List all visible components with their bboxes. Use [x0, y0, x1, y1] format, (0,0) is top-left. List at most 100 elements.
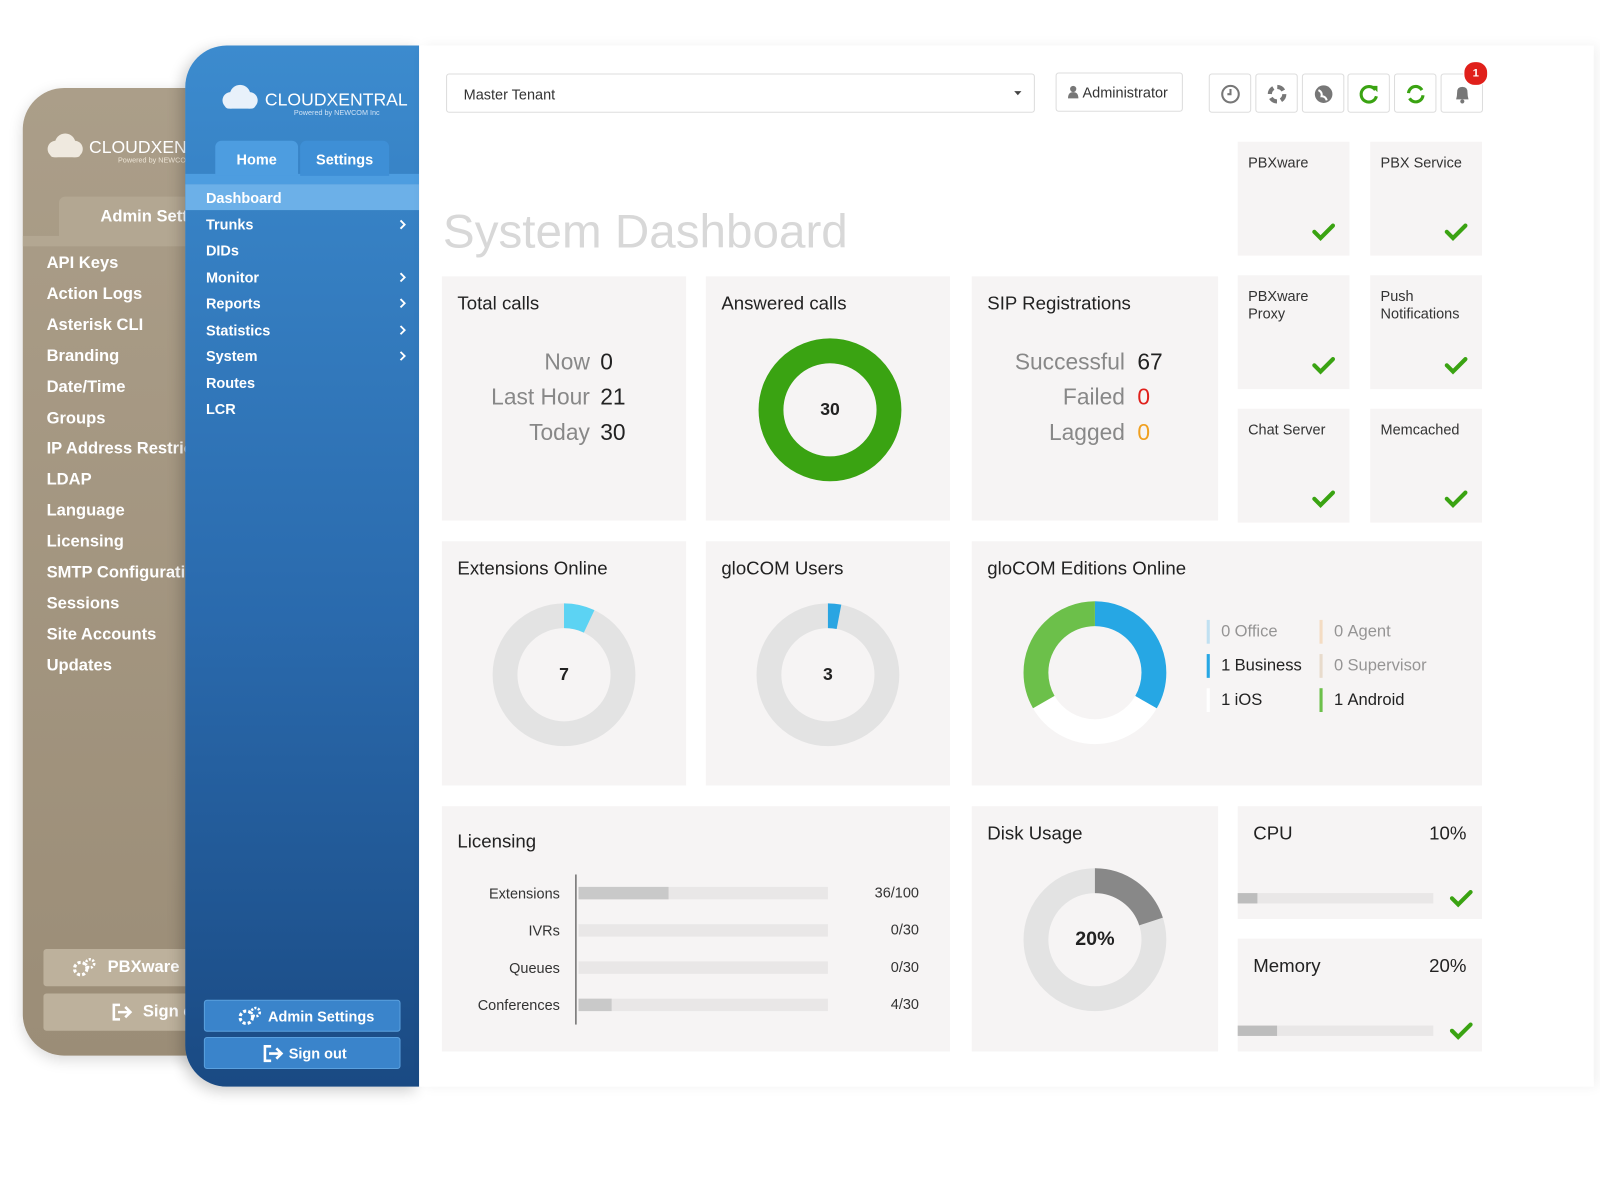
sidebar-button[interactable]: Admin Settings [203, 999, 401, 1032]
menu-item[interactable]: Statistics [185, 316, 419, 342]
menu-label: Trunks [205, 215, 254, 233]
menu-label: Reports [205, 294, 261, 312]
body [1068, 92, 1079, 99]
service-name: Memcached [1380, 421, 1460, 438]
bar-value-label: 4/30 [890, 995, 919, 1013]
toolbar-button[interactable] [1394, 73, 1437, 113]
card-title: Disk Usage [987, 822, 1083, 844]
land [1317, 89, 1328, 101]
legend-value: 1 [1221, 657, 1231, 675]
check-mark [1312, 223, 1336, 241]
toolbar-button[interactable] [1301, 73, 1344, 113]
check-icon [1449, 890, 1473, 908]
donut-track [492, 603, 636, 747]
donut-label: 30 [820, 399, 840, 420]
sidebar-button[interactable]: Sign out [203, 1036, 401, 1070]
card-title: CPU [1253, 822, 1293, 844]
sidebar: CLOUDXENTRAL Powered by NEWCOM Inc Home Set… [185, 45, 420, 1087]
check-mark [1449, 890, 1473, 908]
card-title: gloCOM Users [721, 557, 844, 579]
select-value: Master Tenant [463, 85, 556, 103]
bar-value-label: 36/100 [874, 883, 919, 901]
menu-item: Updates [46, 656, 112, 675]
menu-item: Licensing [46, 533, 124, 551]
stat-value: 30 [600, 419, 626, 446]
user-button[interactable]: Administrator [1055, 72, 1183, 112]
service-card: Push Notifications [1370, 275, 1482, 390]
stat-value: 0 [1137, 419, 1151, 446]
stat-label: Today [529, 419, 590, 446]
check-icon [1449, 1022, 1473, 1040]
bar-axis [575, 874, 577, 1025]
user-name: Administrator [1082, 83, 1168, 101]
donut-label: 20% [1075, 928, 1115, 951]
logo-icon [47, 133, 83, 158]
check-icon [1312, 357, 1336, 375]
gear [250, 1006, 262, 1018]
toolbar-button[interactable] [1208, 73, 1252, 113]
menu-item[interactable]: Dashboard [185, 184, 420, 211]
logo-text: CLOUDXENTRAL [264, 90, 408, 110]
check-mark [1312, 357, 1336, 375]
bar-fill [1237, 1025, 1277, 1036]
menu-item[interactable]: Reports [185, 290, 419, 316]
menu-label: Monitor [205, 268, 260, 286]
nav-tab[interactable]: Home [215, 140, 299, 176]
toolbar-button[interactable] [1347, 73, 1391, 113]
menu-item[interactable]: Monitor [185, 263, 419, 289]
donut-arc [1023, 868, 1167, 1012]
menu-label: DIDs [205, 242, 239, 259]
bar-label: Conferences [477, 996, 560, 1014]
ring [1267, 84, 1287, 104]
menu-item: Site Accounts [46, 625, 157, 644]
menu-item[interactable]: LCR [185, 395, 419, 421]
legend-value: 0 [1333, 623, 1344, 641]
service-card: PBX Service [1370, 141, 1482, 256]
legend-name: Office [1234, 623, 1278, 641]
check-mark [1449, 1022, 1473, 1040]
donut [1023, 868, 1167, 1012]
service-name: Push Notifications [1380, 287, 1460, 322]
donut-arc [1023, 601, 1167, 745]
menu-item[interactable]: System [185, 343, 419, 369]
percent-label: 10% [1429, 822, 1467, 844]
chevron [399, 351, 406, 361]
service-name: PBXware Proxy [1248, 287, 1309, 322]
menu-item[interactable]: Trunks [185, 211, 419, 237]
bar-track [1237, 1025, 1434, 1036]
chevron-line [399, 272, 406, 282]
menu-item[interactable]: DIDs [185, 237, 419, 263]
legend-swatch [1206, 619, 1210, 644]
chevron-line [399, 219, 406, 229]
arc [1407, 84, 1425, 104]
donut-arc [756, 603, 900, 747]
bar-track [1237, 893, 1434, 904]
service-card: Chat Server [1237, 408, 1350, 523]
bell-icon [1456, 86, 1469, 104]
card-sip: SIP Registrations Successful 67 Failed 0 Lagg… [971, 276, 1219, 521]
nav-tab[interactable]: Settings [300, 140, 390, 176]
bar-label: Extensions [489, 884, 560, 902]
check-icon [1312, 223, 1336, 241]
tab-label: Home [236, 151, 277, 168]
service-card: PBXware Proxy [1237, 275, 1350, 390]
ring [1221, 84, 1240, 104]
gear [72, 960, 89, 977]
signout-icon [263, 1044, 284, 1063]
card-title: SIP Registrations [987, 292, 1131, 314]
card-total-calls: Total calls Now 0 Last Hour 21 Today 30 [441, 276, 687, 521]
toolbar-button[interactable] [1255, 73, 1298, 113]
stat-label: Failed [1062, 383, 1125, 410]
stat-value: 0 [1137, 383, 1151, 410]
menu-label: Routes [205, 374, 256, 391]
percent-label: 20% [1429, 955, 1467, 976]
button-label: Admin Settings [268, 1007, 375, 1025]
chevron [399, 272, 406, 282]
menu-item[interactable]: Routes [185, 369, 419, 395]
menu-item: SMTP Configuration [46, 564, 206, 582]
stat-value: 0 [600, 348, 613, 375]
tenant-select[interactable]: Master Tenant [446, 73, 1035, 113]
legend-name: iOS [1234, 691, 1263, 709]
gear-icon [238, 1006, 262, 1026]
bar-fill [1237, 893, 1258, 904]
